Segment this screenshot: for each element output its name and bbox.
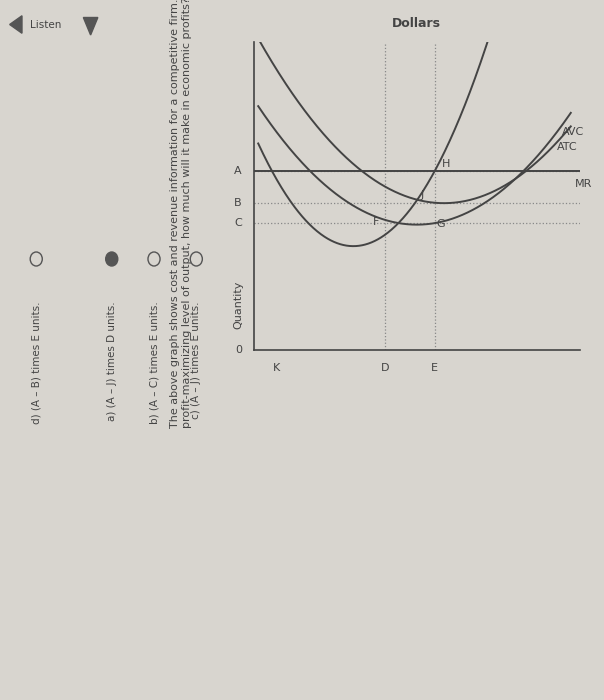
Polygon shape (10, 15, 22, 33)
Text: A: A (234, 166, 242, 176)
Text: H: H (442, 159, 450, 169)
Text: Dollars: Dollars (392, 17, 442, 29)
Text: AVC: AVC (562, 127, 584, 136)
Text: d) (A – B) times E units.: d) (A – B) times E units. (31, 301, 41, 424)
Text: C: C (234, 218, 242, 228)
Text: F: F (373, 217, 379, 227)
Text: K: K (272, 363, 280, 373)
Text: ATC: ATC (557, 142, 578, 152)
Text: MR: MR (576, 178, 593, 189)
Text: Listen: Listen (30, 20, 62, 29)
Text: E: E (431, 363, 439, 373)
Text: c) (A – J) times E units.: c) (A – J) times E units. (191, 301, 201, 419)
Text: B: B (234, 198, 242, 208)
Text: Quantity: Quantity (234, 280, 243, 329)
Text: D: D (381, 363, 389, 373)
Text: The above graph shows cost and revenue information for a competitive firm.  At i: The above graph shows cost and revenue i… (170, 0, 192, 428)
Text: b) (A – C) times E units.: b) (A – C) times E units. (149, 301, 159, 424)
Text: J: J (420, 190, 423, 200)
Polygon shape (83, 18, 98, 35)
Text: G: G (436, 219, 445, 230)
Text: a) (A – J) times D units.: a) (A – J) times D units. (107, 301, 117, 421)
Text: 0: 0 (235, 345, 242, 355)
